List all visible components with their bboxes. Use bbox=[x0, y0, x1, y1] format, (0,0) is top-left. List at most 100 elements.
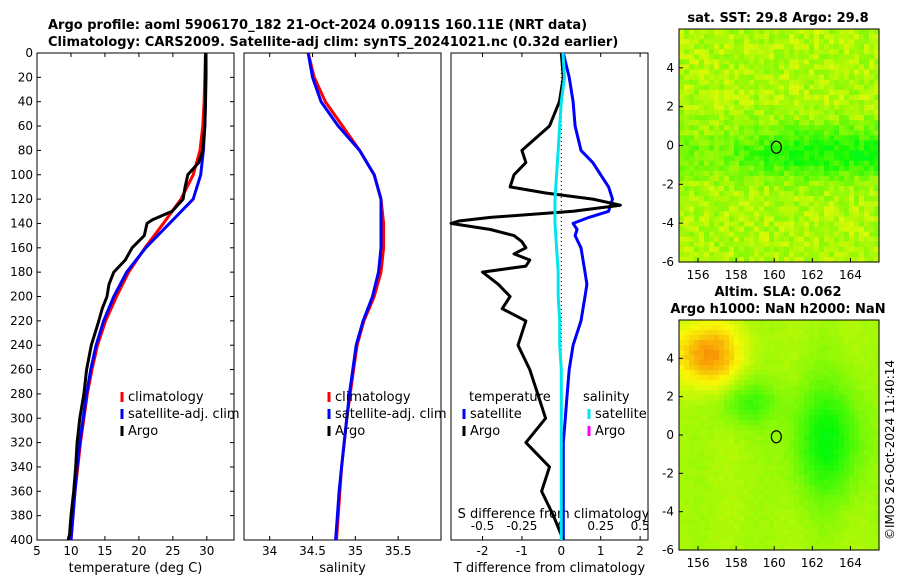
map-cell bbox=[794, 340, 800, 346]
map-cell bbox=[744, 415, 750, 421]
map-cell bbox=[699, 380, 705, 386]
y-tick-label: 340 bbox=[10, 460, 33, 474]
map-cell bbox=[754, 170, 760, 177]
map-cell bbox=[684, 495, 690, 501]
x-tick-label: 10 bbox=[63, 544, 78, 558]
map-cell bbox=[759, 226, 765, 233]
map-cell bbox=[769, 89, 775, 96]
map-cell bbox=[819, 256, 825, 263]
map-cell bbox=[864, 175, 870, 182]
map-cell bbox=[849, 196, 855, 202]
map-cell bbox=[834, 175, 840, 182]
map-cell bbox=[724, 196, 730, 202]
map-cell bbox=[784, 145, 790, 152]
map-cell bbox=[814, 94, 820, 101]
map-cell bbox=[779, 216, 785, 223]
map-cell bbox=[704, 495, 710, 501]
map-cell bbox=[754, 104, 760, 111]
map-cell bbox=[754, 165, 760, 172]
map-cell bbox=[779, 180, 785, 187]
map-cell bbox=[839, 170, 845, 177]
map-cell bbox=[844, 29, 850, 35]
map-cell bbox=[719, 405, 725, 411]
map-cell bbox=[824, 355, 830, 361]
map-cell bbox=[809, 345, 815, 351]
map-cell bbox=[824, 385, 830, 391]
map-cell bbox=[794, 69, 800, 76]
map-cell bbox=[764, 410, 770, 416]
map-cell bbox=[799, 216, 805, 223]
map-cell bbox=[719, 130, 725, 136]
map-cell bbox=[859, 400, 865, 406]
map-cell bbox=[794, 29, 800, 35]
map-cell bbox=[694, 49, 700, 55]
map-cell bbox=[814, 155, 820, 162]
map-cell bbox=[799, 150, 805, 157]
map-cell bbox=[799, 450, 805, 456]
map-cell bbox=[749, 325, 755, 331]
map-cell bbox=[874, 54, 880, 60]
map-cell bbox=[779, 44, 785, 50]
map-cell bbox=[779, 505, 785, 511]
map-cell bbox=[719, 64, 725, 71]
map-cell bbox=[739, 460, 745, 466]
map-cell bbox=[734, 415, 740, 421]
map-cell bbox=[739, 74, 745, 81]
map-cell bbox=[849, 430, 855, 436]
map-cell bbox=[694, 370, 700, 376]
map-cell bbox=[779, 320, 785, 326]
map-cell bbox=[734, 175, 740, 182]
map-cell bbox=[789, 365, 795, 371]
map-cell bbox=[739, 226, 745, 233]
map-cell bbox=[774, 410, 780, 416]
map-cell bbox=[714, 360, 720, 366]
map-cell bbox=[774, 405, 780, 411]
map-cell bbox=[794, 54, 800, 60]
map-cell bbox=[754, 445, 760, 451]
y-tick-label: 20 bbox=[18, 70, 33, 84]
map-cell bbox=[789, 175, 795, 182]
map-cell bbox=[779, 460, 785, 466]
map-cell bbox=[749, 345, 755, 351]
map-cell bbox=[779, 135, 785, 142]
map-cell bbox=[804, 196, 810, 202]
map-cell bbox=[804, 480, 810, 486]
map-cell bbox=[864, 104, 870, 111]
map-cell bbox=[684, 84, 690, 91]
map-cell bbox=[699, 165, 705, 172]
map-cell bbox=[744, 475, 750, 481]
map-cell bbox=[829, 170, 835, 177]
map-cell bbox=[814, 370, 820, 376]
map-cell bbox=[799, 390, 805, 396]
map-cell bbox=[869, 325, 875, 331]
map-cell bbox=[829, 191, 835, 197]
map-cell bbox=[854, 405, 860, 411]
map-cell bbox=[799, 430, 805, 436]
map-cell bbox=[814, 475, 820, 481]
map-cell bbox=[704, 241, 710, 248]
map-cell bbox=[689, 89, 695, 96]
map-cell bbox=[759, 246, 765, 253]
map-cell bbox=[684, 400, 690, 406]
map-cell bbox=[824, 221, 830, 228]
map-cell bbox=[744, 140, 750, 147]
series-t-satellite bbox=[561, 52, 614, 540]
map-cell bbox=[709, 150, 715, 157]
map-cell bbox=[799, 104, 805, 111]
map-cell bbox=[724, 180, 730, 187]
map-cell bbox=[804, 246, 810, 253]
map-cell bbox=[744, 335, 750, 341]
map-cell bbox=[864, 256, 870, 263]
map-cell bbox=[689, 84, 695, 91]
map-cell bbox=[804, 99, 810, 106]
map-cell bbox=[744, 525, 750, 531]
map-cell bbox=[719, 410, 725, 416]
map-cell bbox=[824, 140, 830, 147]
map-cell bbox=[799, 435, 805, 441]
map-cell bbox=[819, 104, 825, 111]
map-cell bbox=[824, 480, 830, 486]
map-cell bbox=[754, 325, 760, 331]
map-cell bbox=[839, 104, 845, 111]
map-cell bbox=[709, 365, 715, 371]
map-cell bbox=[804, 226, 810, 233]
